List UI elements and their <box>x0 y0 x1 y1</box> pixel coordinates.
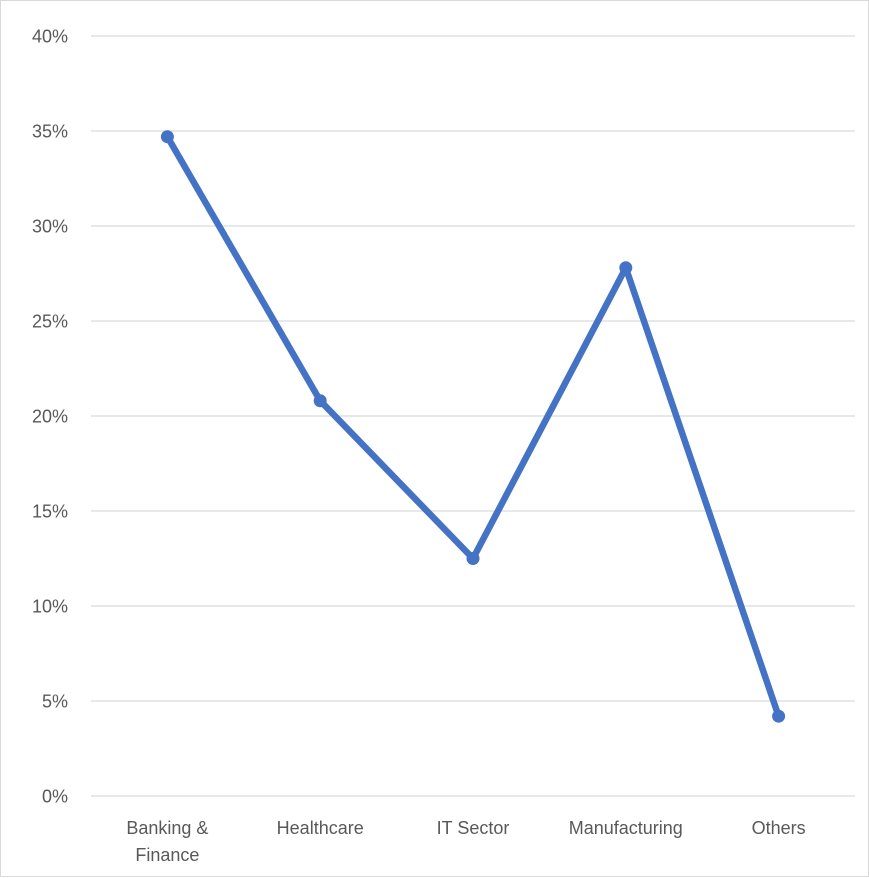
x-tick-label-line: Finance <box>135 845 199 865</box>
y-tick-label: 10% <box>32 597 68 617</box>
data-point <box>466 552 480 565</box>
data-point <box>619 261 633 275</box>
x-tick-label-line: Manufacturing <box>569 818 683 838</box>
y-tick-label: 35% <box>32 122 68 142</box>
x-tick-label: Others <box>752 818 806 838</box>
series-line <box>164 133 782 720</box>
x-tick-label: Banking & Finance <box>126 818 208 865</box>
x-tick-label-line: Healthcare <box>277 818 364 838</box>
data-point <box>160 130 174 144</box>
series-layer <box>160 130 786 723</box>
x-tick-label-line: Banking & <box>126 818 208 838</box>
y-tick-label: 20% <box>32 407 68 427</box>
y-tick-label: 25% <box>32 312 68 332</box>
x-tick-label-line: Others <box>752 818 806 838</box>
data-point <box>313 394 327 408</box>
x-tick-label: IT Sector <box>437 818 510 838</box>
y-tick-label: 0% <box>42 787 68 807</box>
y-tick-label: 15% <box>32 502 68 522</box>
y-tick-label: 40% <box>32 27 68 47</box>
x-tick-label: Healthcare <box>277 818 364 838</box>
x-tick-label-line: IT Sector <box>437 818 510 838</box>
x-axis-tick-labels: Banking & Finance Healthcare IT Sector Manuf… <box>126 818 805 865</box>
y-tick-label: 5% <box>42 692 68 712</box>
x-tick-label: Manufacturing <box>569 818 683 838</box>
y-tick-label: 30% <box>32 217 68 237</box>
y-axis-tick-labels: 0% 5% 10% 15% 20% 25% 30% 35% 40% <box>32 27 68 807</box>
gridlines <box>91 35 855 797</box>
data-point <box>772 709 786 723</box>
